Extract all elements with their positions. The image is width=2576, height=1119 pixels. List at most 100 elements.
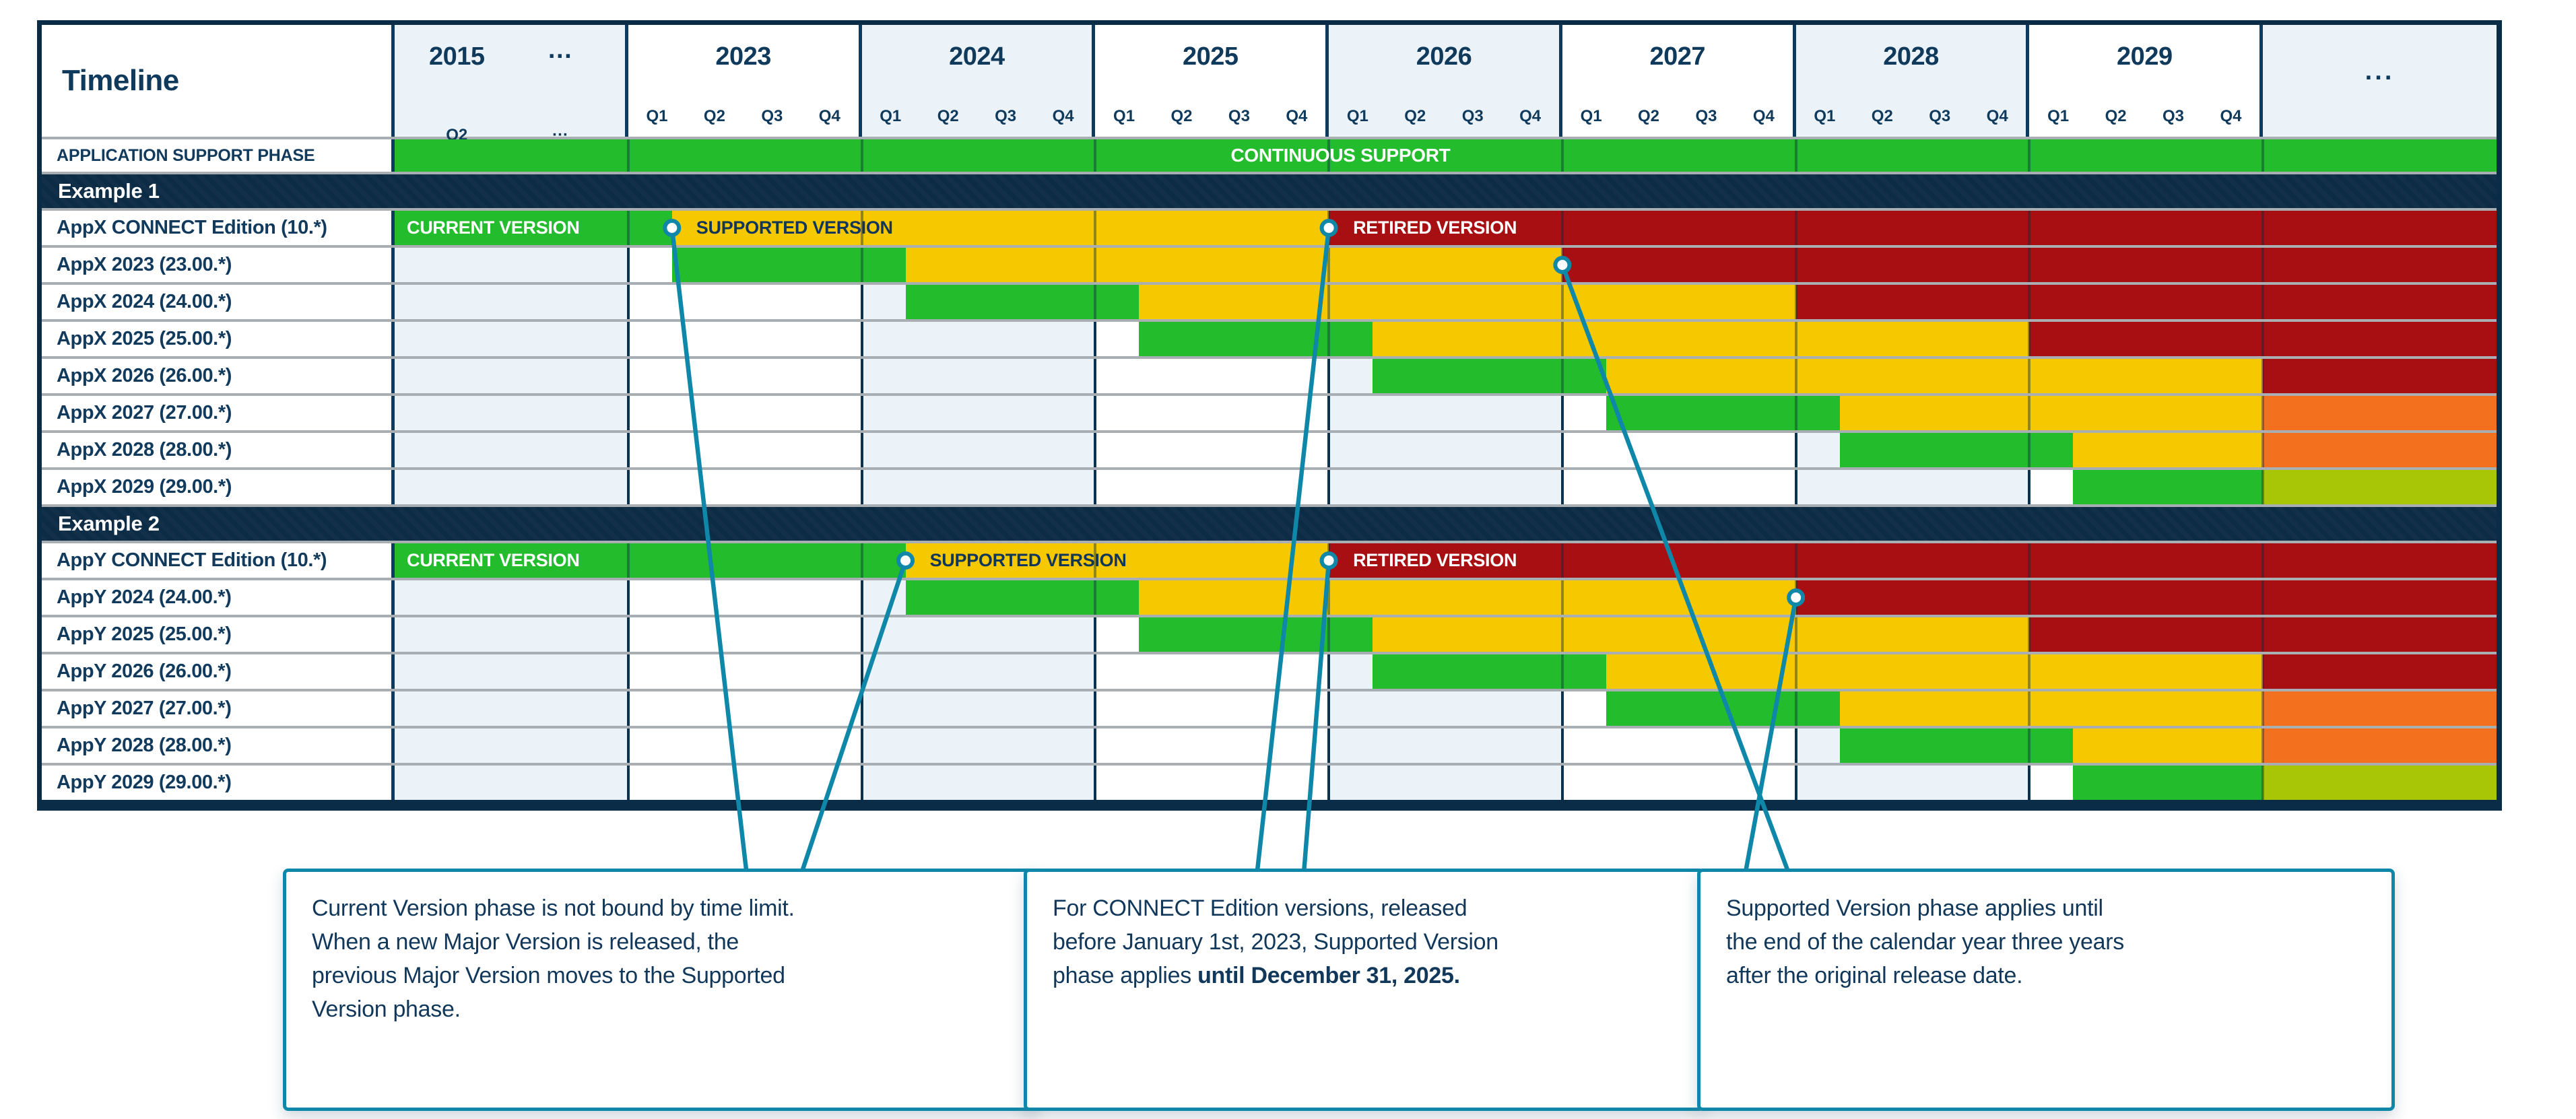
year-label: 2029 bbox=[2117, 42, 2173, 71]
row-label-cell: AppX CONNECT Edition (10.*) bbox=[42, 211, 395, 245]
year-gridline bbox=[626, 470, 630, 504]
year-gridline-overlay bbox=[1560, 580, 1564, 615]
product-version-label: AppX 2028 (28.00.*) bbox=[57, 439, 232, 461]
row-timeline bbox=[395, 654, 2497, 689]
table-row: AppY 2024 (24.00.*) bbox=[42, 580, 2497, 615]
quarter-label: Q4 bbox=[1052, 107, 1074, 125]
year-gridline-overlay bbox=[1794, 728, 1797, 763]
column-header-2025: 2025 Q1 Q2 Q3 Q4 bbox=[1095, 25, 1329, 137]
year-gridline bbox=[1094, 654, 1097, 689]
phase-bar-current bbox=[1606, 691, 1840, 726]
section-header: Example 2 bbox=[42, 507, 2497, 541]
year-gridline-overlay bbox=[860, 580, 863, 615]
phase-bar-label: SUPPORTED VERSION bbox=[696, 217, 893, 238]
quarter-label: Q1 bbox=[646, 107, 668, 125]
column-background bbox=[861, 617, 1096, 652]
column-background bbox=[861, 396, 1096, 430]
row-timeline bbox=[395, 580, 2497, 615]
year-gridline-overlay bbox=[2261, 766, 2265, 800]
row-label-cell: AppX 2024 (24.00.*) bbox=[42, 285, 395, 319]
year-gridline-overlay bbox=[2261, 248, 2265, 282]
product-version-label: AppX 2027 (27.00.*) bbox=[57, 402, 232, 423]
year-gridline bbox=[860, 433, 863, 467]
year-gridline-overlay bbox=[1794, 248, 1797, 282]
phase-bar-label: SUPPORTED VERSION bbox=[929, 550, 1127, 570]
row-timeline bbox=[395, 396, 2497, 430]
row-label-cell: AppY 2026 (26.00.*) bbox=[42, 654, 395, 689]
year-gridline-overlay bbox=[1560, 470, 1564, 504]
phase-bar-supported bbox=[1606, 359, 2264, 393]
row-timeline: CURRENT VERSION SUPPORTED VERSION RETIRED … bbox=[395, 211, 2497, 245]
row-label-cell: AppX 2023 (23.00.*) bbox=[42, 248, 395, 282]
column-background bbox=[395, 728, 628, 763]
table-row: AppY 2026 (26.00.*) bbox=[42, 654, 2497, 689]
year-gridline-overlay bbox=[2028, 359, 2031, 393]
year-gridline-overlay bbox=[860, 543, 863, 578]
year-gridline bbox=[1094, 766, 1097, 800]
year-gridline-overlay bbox=[860, 359, 863, 393]
year-gridline-overlay bbox=[626, 543, 630, 578]
year-gridline-overlay bbox=[1094, 766, 1097, 800]
phase-bar-retired_beyond_2029 bbox=[2263, 433, 2497, 467]
year-gridline bbox=[626, 728, 630, 763]
callout-text: For CONNECT Edition versions, released b… bbox=[1053, 895, 1498, 988]
column-background bbox=[861, 359, 1096, 393]
year-gridline-overlay bbox=[1094, 285, 1097, 319]
year-gridline-overlay bbox=[860, 396, 863, 430]
year-gridline-overlay bbox=[2261, 139, 2265, 172]
phase-bar-current: CURRENT VERSION bbox=[395, 543, 906, 578]
column-background bbox=[1329, 433, 1562, 467]
year-gridline-overlay bbox=[1560, 322, 1564, 356]
quarter-label: Q3 bbox=[1695, 107, 1717, 125]
product-version-label: AppX 2025 (25.00.*) bbox=[57, 328, 232, 349]
year-gridline-overlay bbox=[626, 139, 630, 172]
column-background bbox=[1795, 766, 2030, 800]
timeline-header-row: Timeline 2015 ··· Q2 ··· 2023 Q1 Q2 Q3 Q4 2024 Q1 Q2… bbox=[42, 25, 2497, 144]
table-row: AppY 2025 (25.00.*) bbox=[42, 617, 2497, 652]
year-gridline bbox=[860, 285, 863, 319]
phase-bar-retired bbox=[1795, 285, 2497, 319]
row-timeline bbox=[395, 285, 2497, 319]
quarter-label: Q3 bbox=[761, 107, 783, 125]
year-gridline bbox=[1094, 433, 1097, 467]
phase-bar-current bbox=[671, 248, 906, 282]
year-gridline bbox=[860, 470, 863, 504]
quarter-label: Q4 bbox=[2220, 107, 2242, 125]
year-gridline-overlay bbox=[1794, 139, 1797, 172]
year-gridline-overlay bbox=[2261, 211, 2265, 245]
year-gridline-overlay bbox=[1560, 766, 1564, 800]
year-gridline-overlay bbox=[626, 396, 630, 430]
column-background bbox=[861, 322, 1096, 356]
phase-bar-retired bbox=[2029, 322, 2497, 356]
column-background bbox=[395, 654, 628, 689]
quarter-labels: Q1 Q2 Q3 Q4 bbox=[1329, 107, 1559, 126]
year-gridline-overlay bbox=[1560, 139, 1564, 172]
year-gridline-overlay bbox=[1794, 433, 1797, 467]
callout-box-current-version: Current Version phase is not bound by ti… bbox=[283, 869, 1038, 1111]
phase-bar-retired: RETIRED VERSION bbox=[1329, 211, 2497, 245]
column-background bbox=[395, 470, 628, 504]
year-gridline-overlay bbox=[1327, 543, 1331, 578]
column-background bbox=[395, 396, 628, 430]
product-version-label: AppX CONNECT Edition (10.*) bbox=[57, 217, 327, 238]
phase-bar-current bbox=[1139, 617, 1373, 652]
year-gridline-overlay bbox=[1327, 396, 1331, 430]
quarter-label: Q2 bbox=[1404, 107, 1426, 125]
year-gridline-overlay bbox=[1794, 285, 1797, 319]
column-background bbox=[395, 285, 628, 319]
year-gridline-overlay bbox=[1794, 766, 1797, 800]
section-title: Example 2 bbox=[58, 512, 160, 535]
quarter-label: Q3 bbox=[1929, 107, 1951, 125]
year-gridline-overlay bbox=[860, 139, 863, 172]
year-gridline bbox=[626, 691, 630, 726]
callout-text: Current Version phase is not bound by ti… bbox=[312, 895, 795, 1022]
quarter-label: Q2 bbox=[1170, 107, 1193, 125]
row-label-cell: AppX 2027 (27.00.*) bbox=[42, 396, 395, 430]
quarter-labels: Q1 Q2 Q3 Q4 bbox=[862, 107, 1092, 126]
column-header-2024: 2024 Q1 Q2 Q3 Q4 bbox=[861, 25, 1096, 137]
table-row: AppX 2024 (24.00.*) bbox=[42, 285, 2497, 319]
column-background bbox=[861, 470, 1096, 504]
phase-bar-retired_beyond_2029 bbox=[2263, 728, 2497, 763]
column-header-2015: 2015 ··· Q2 ··· bbox=[395, 25, 628, 144]
phase-bar-supported_beyond_2029 bbox=[2263, 766, 2497, 800]
